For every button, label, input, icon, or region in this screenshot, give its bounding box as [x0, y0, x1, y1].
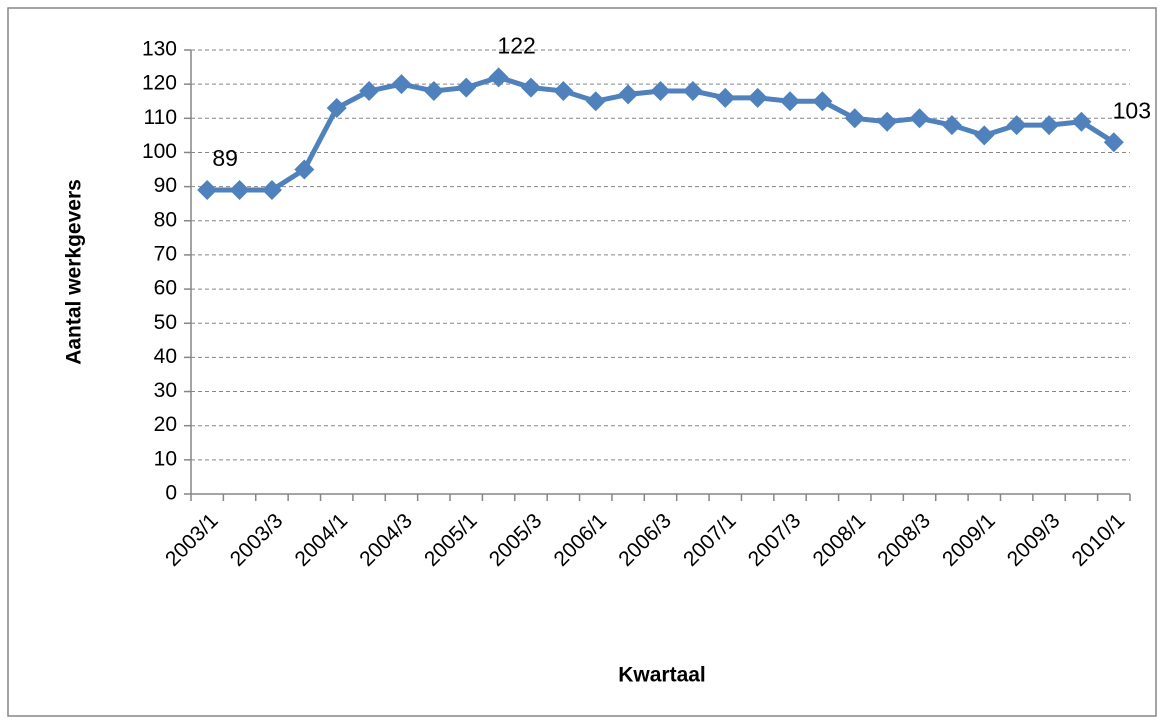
marker — [197, 180, 218, 201]
y-tick-label: 80 — [154, 208, 177, 231]
marker — [229, 180, 250, 201]
marker — [1039, 115, 1060, 136]
marker — [359, 80, 380, 101]
y-tick-label: 10 — [154, 447, 177, 470]
y-tick-label: 0 — [165, 482, 177, 505]
y-tick-label: 70 — [154, 242, 177, 265]
y-tick-label: 20 — [154, 413, 177, 436]
marker — [618, 84, 639, 105]
y-tick-label: 60 — [154, 277, 177, 300]
marker — [1006, 115, 1027, 136]
marker — [520, 77, 541, 98]
marker — [941, 115, 962, 136]
marker — [1071, 111, 1092, 132]
chart-border — [7, 7, 1157, 717]
marker — [844, 108, 865, 129]
marker — [747, 87, 768, 108]
marker — [650, 80, 671, 101]
marker — [974, 125, 995, 146]
y-tick-label: 130 — [142, 38, 177, 61]
y-tick-label: 100 — [142, 140, 177, 163]
marker — [715, 87, 736, 108]
y-axis-title: Aantal werkgevers — [63, 179, 86, 365]
marker — [261, 180, 282, 201]
marker — [423, 80, 444, 101]
marker — [877, 111, 898, 132]
y-tick-label: 40 — [154, 345, 177, 368]
y-tick-label: 120 — [142, 72, 177, 95]
data-label: 89 — [212, 145, 238, 171]
y-tick-label: 50 — [154, 311, 177, 334]
y-tick-label: 90 — [154, 174, 177, 197]
marker — [456, 77, 477, 98]
marker — [391, 74, 412, 95]
data-label: 122 — [497, 32, 535, 58]
marker — [780, 91, 801, 112]
y-tick-label: 110 — [144, 106, 177, 129]
marker — [909, 108, 930, 129]
x-axis-title: Kwartaal — [618, 664, 706, 687]
marker — [488, 67, 509, 88]
marker — [553, 80, 574, 101]
marker — [294, 159, 315, 180]
marker — [326, 98, 347, 119]
marker — [812, 91, 833, 112]
marker — [682, 80, 703, 101]
marker — [585, 91, 606, 112]
data-label: 103 — [1113, 97, 1151, 123]
y-tick-label: 30 — [154, 379, 177, 402]
marker — [1103, 132, 1124, 153]
